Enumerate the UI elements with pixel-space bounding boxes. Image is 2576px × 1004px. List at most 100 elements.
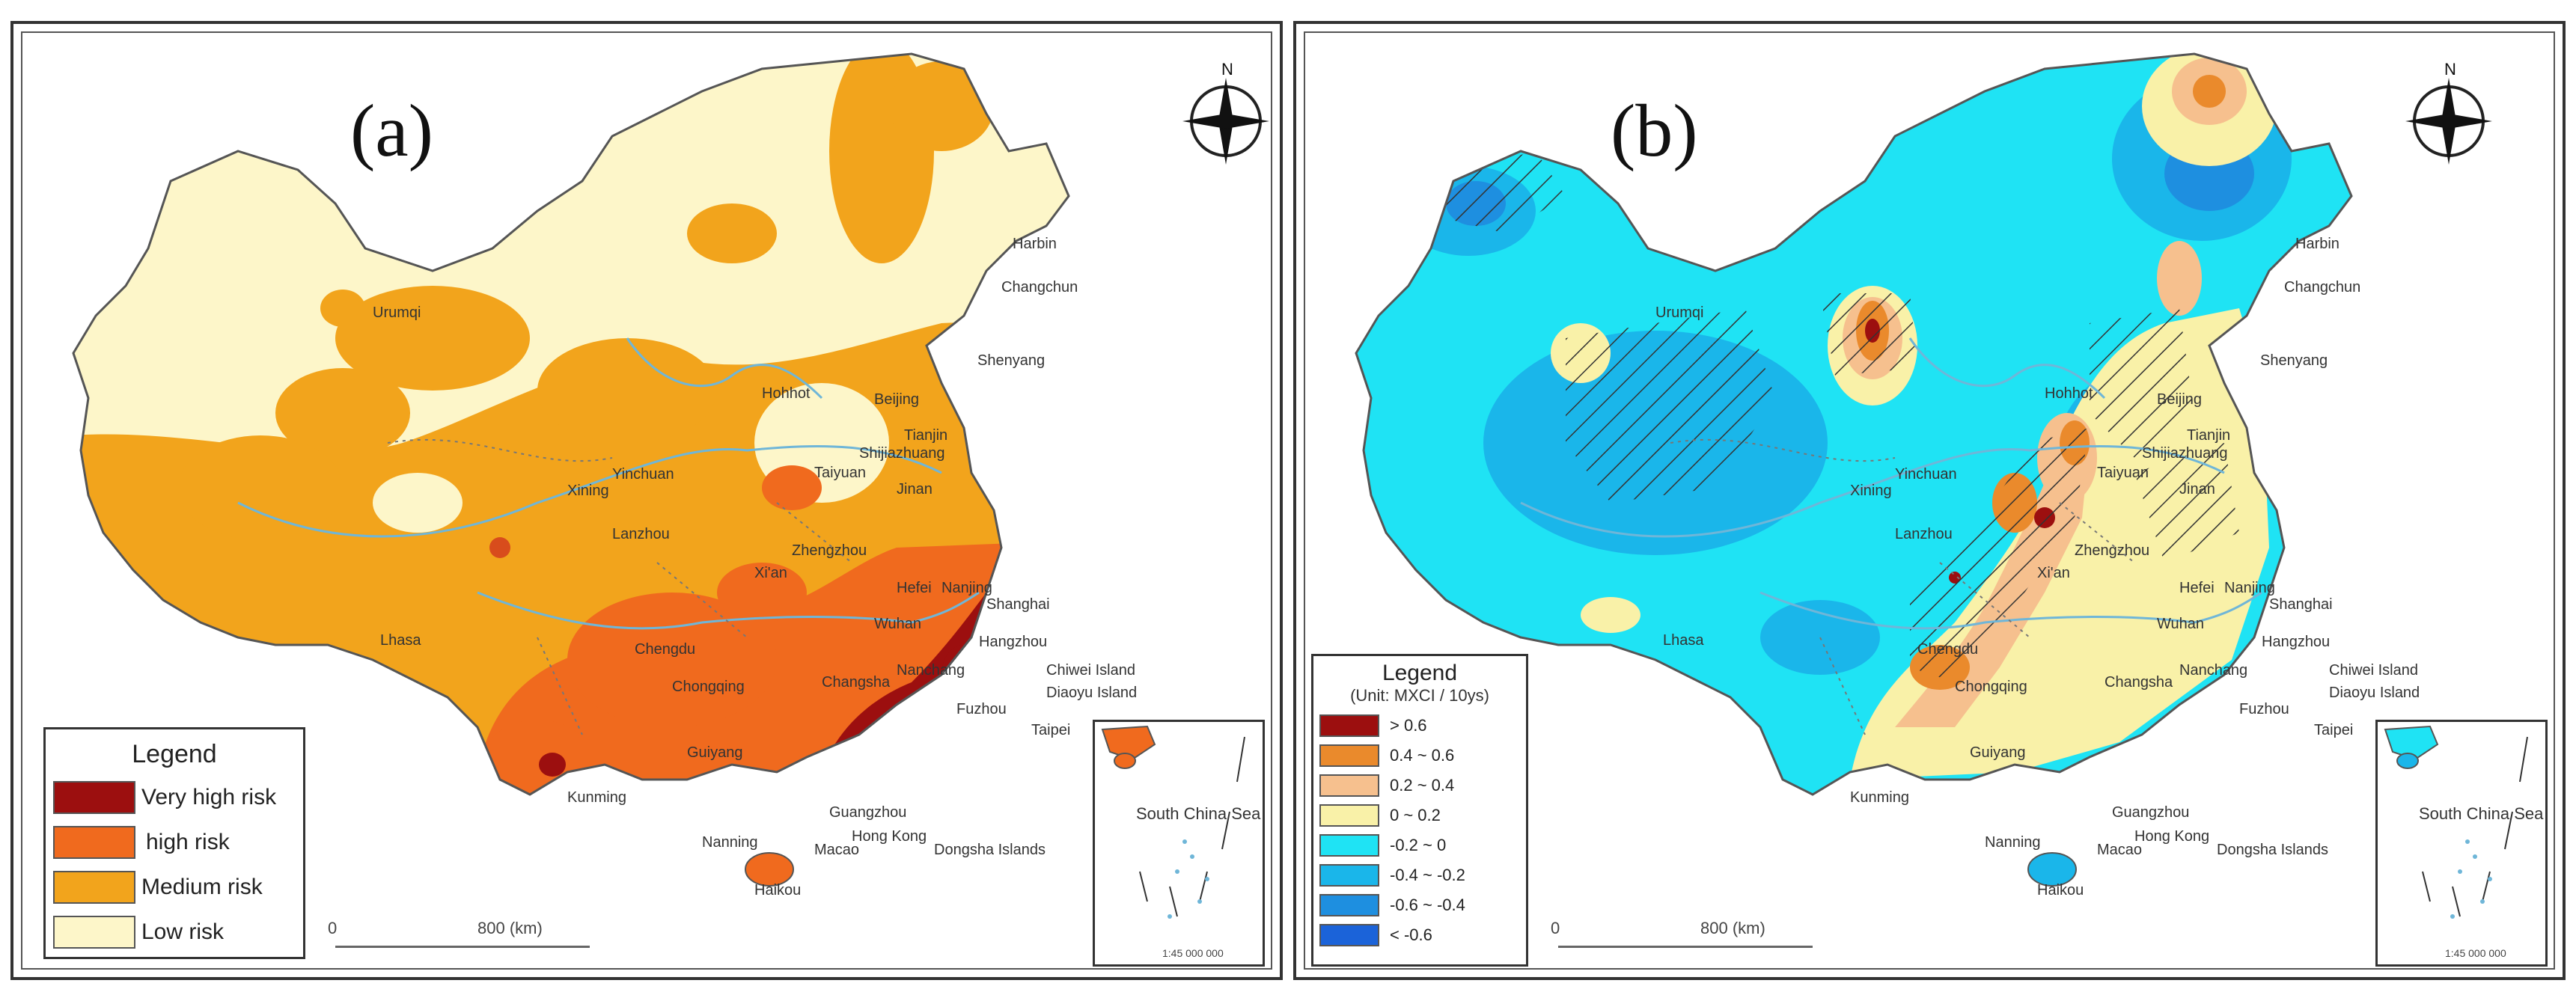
map-panel-b: Harbin Changchun Shenyang Urumqi Hohhot … (1293, 21, 2566, 980)
legend-swatch (1319, 774, 1379, 797)
city-label: Hohhot (2045, 385, 2093, 402)
legend-title: Legend (132, 740, 217, 768)
city-label: Lanzhou (612, 526, 670, 542)
city-label: Taiyuan (814, 465, 866, 481)
city-label: Guiyang (687, 744, 743, 761)
legend-swatch (1319, 924, 1379, 946)
city-label: Hong Kong (2134, 828, 2209, 845)
city-label: Haikou (754, 882, 801, 899)
svg-text:N: N (2444, 60, 2456, 79)
legend-item: > 0.6 (1319, 711, 1520, 740)
legend-swatch (53, 871, 135, 904)
legend-item: -0.4 ~ -0.2 (1319, 861, 1520, 890)
city-label: Tianjin (904, 427, 947, 444)
legend-item: -0.6 ~ -0.4 (1319, 891, 1520, 919)
city-label: Changchun (2284, 279, 2360, 296)
legend-label: 0 ~ 0.2 (1390, 806, 1441, 824)
city-label: Taipei (2314, 722, 2353, 738)
city-label: Changsha (2105, 674, 2173, 691)
city-label: Chengdu (635, 641, 695, 658)
risk-map-a: Harbin Changchun Shenyang Urumqi Hohhot … (72, 52, 1269, 899)
city-label: Dongsha Islands (934, 842, 1046, 858)
city-label: Taipei (1031, 722, 1070, 738)
city-label: Hangzhou (2262, 634, 2330, 650)
compass-icon: N (1182, 60, 1269, 165)
city-label: Guangzhou (829, 804, 906, 821)
legend-item: Low risk (53, 911, 296, 953)
city-label: Kunming (1850, 789, 1909, 806)
legend-swatch (53, 826, 135, 859)
legend-label: 0.2 ~ 0.4 (1390, 776, 1455, 795)
legend-item: high risk (53, 821, 296, 863)
city-label: Shanghai (2269, 596, 2333, 613)
panel-label-a: (a) (350, 89, 433, 172)
city-label: Nanning (1985, 834, 2041, 851)
south-china-sea-inset: South China Sea 1:45 000 000 (2375, 720, 2548, 967)
legend-swatch (53, 781, 135, 814)
city-label: Chiwei Island (1046, 662, 1135, 679)
city-label: Kunming (567, 789, 626, 806)
panel-label-b: (b) (1611, 89, 1698, 172)
inset-title: South China Sea (2419, 804, 2544, 823)
city-label: Chiwei Island (2329, 662, 2418, 679)
city-label: Guiyang (1970, 744, 2026, 761)
city-label: Shenyang (977, 352, 1045, 369)
legend-swatch (1319, 804, 1379, 827)
city-label: Nanchang (897, 662, 965, 679)
city-label: Harbin (2295, 236, 2340, 252)
inset-map: South China Sea 1:45 000 000 (2384, 725, 2544, 959)
city-label: Lhasa (1663, 632, 1704, 649)
city-label: Hong Kong (852, 828, 927, 845)
city-label: Chongqing (1955, 679, 2027, 695)
city-label: Nanning (702, 834, 758, 851)
city-label: Changsha (822, 674, 891, 691)
legend-label: high risk (146, 830, 230, 854)
city-label: Haikou (2037, 882, 2084, 899)
city-label: Chengdu (1917, 641, 1978, 658)
city-label: Hangzhou (979, 634, 1047, 650)
inset-scale: 1:45 000 000 (2445, 947, 2506, 959)
scale-start: 0 (1551, 919, 1560, 937)
city-label: Taiyuan (2097, 465, 2149, 481)
legend-item: Very high risk (53, 777, 296, 818)
city-label: Hefei (2179, 580, 2215, 596)
city-label: Shijiazhuang (859, 445, 945, 462)
south-china-sea-inset: South China Sea 1:45 000 000 (1093, 720, 1265, 967)
city-label: Jinan (2179, 481, 2215, 498)
city-label: Lanzhou (1895, 526, 1953, 542)
city-label: Beijing (2157, 391, 2202, 408)
city-label: Zhengzhou (2075, 542, 2149, 559)
city-label: Nanjing (2224, 580, 2275, 596)
city-label: Guangzhou (2112, 804, 2189, 821)
scale-distance: 800 (km) (477, 919, 543, 937)
legend-swatch (53, 916, 135, 949)
svg-text:N: N (1221, 60, 1233, 79)
legend-label: -0.4 ~ -0.2 (1390, 866, 1465, 884)
city-label: Fuzhou (956, 701, 1007, 717)
inset-scale: 1:45 000 000 (1162, 947, 1224, 959)
city-label: Changchun (1001, 279, 1078, 296)
legend-label: 0.4 ~ 0.6 (1390, 746, 1455, 765)
legend-label: Low risk (141, 919, 225, 944)
city-label: Chongqing (672, 679, 745, 695)
legend-b: Legend (Unit: MXCI / 10ys) > 0.6 0.4 ~ 0… (1311, 654, 1528, 967)
legend-item: 0.4 ~ 0.6 (1319, 741, 1520, 770)
city-label: Xining (567, 483, 609, 499)
legend-a: Legend Very high risk high risk Medium r… (43, 727, 305, 959)
legend-item: 0 ~ 0.2 (1319, 801, 1520, 830)
city-labels-a: Harbin Changchun Shenyang Urumqi Hohhot … (373, 236, 1137, 899)
city-label: Dongsha Islands (2217, 842, 2328, 858)
city-label: Lhasa (380, 632, 421, 649)
city-label: Wuhan (874, 616, 921, 632)
legend-label: < -0.6 (1390, 925, 1432, 944)
legend-swatch (1319, 894, 1379, 916)
city-label: Shenyang (2260, 352, 2328, 369)
map-panel-a: Harbin Changchun Shenyang Urumqi Hohhot … (10, 21, 1283, 980)
city-label: Yinchuan (1895, 466, 1957, 483)
legend-swatch (1319, 744, 1379, 767)
city-label: Macao (814, 842, 859, 858)
legend-item: 0.2 ~ 0.4 (1319, 771, 1520, 800)
legend-title: Legend (1382, 661, 1458, 685)
city-label: Nanchang (2179, 662, 2247, 679)
city-label: Tianjin (2187, 427, 2230, 444)
